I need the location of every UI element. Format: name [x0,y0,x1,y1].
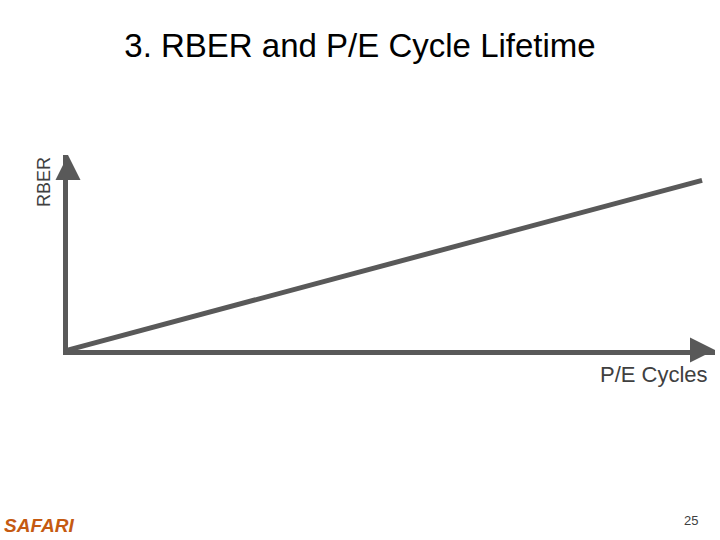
svg-text:P/E Cycles: P/E Cycles [600,362,708,387]
svg-text:3. RBER and P/E Cycle Lifetime: 3. RBER and P/E Cycle Lifetime [124,27,595,64]
svg-text:SAFARI: SAFARI [4,515,74,536]
svg-text:25: 25 [684,513,698,528]
svg-text:RBER: RBER [34,157,54,207]
